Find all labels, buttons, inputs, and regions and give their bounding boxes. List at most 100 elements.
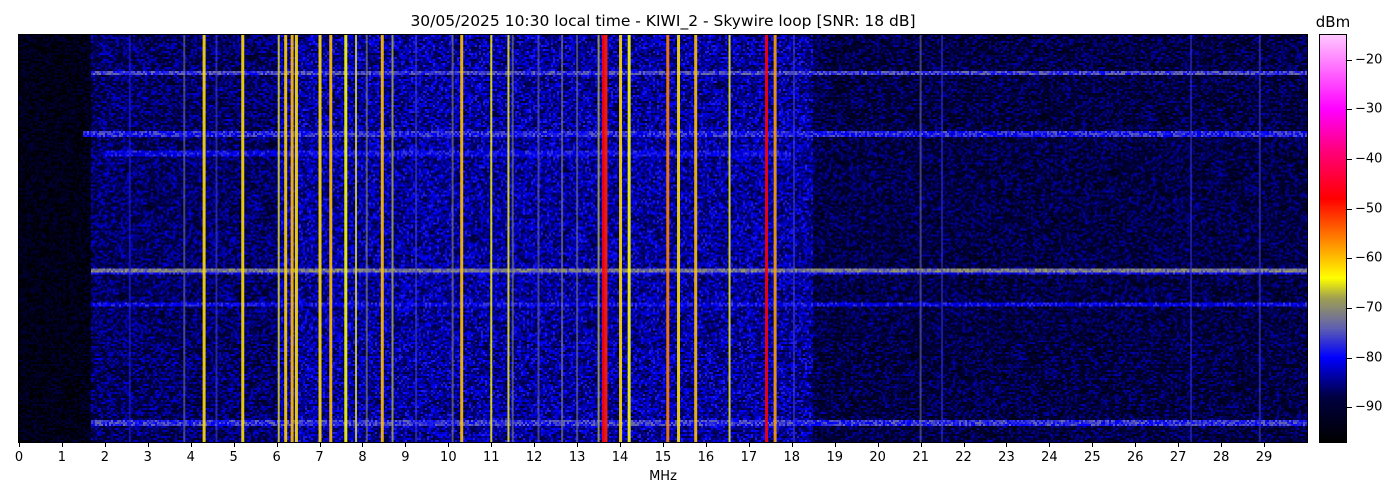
colorbar-tick [1347,407,1352,409]
carrier-15.75-mhz [694,35,698,442]
colorbar-tick [1347,59,1352,61]
x-tick [1092,442,1094,447]
carrier-17.6-mhz [773,35,777,442]
carrier-7-mhz [318,35,322,442]
x-tick-label: 27 [1169,450,1187,465]
x-tick-label: 13 [568,450,586,465]
x-tick [1178,442,1180,447]
carrier-13-mhz [576,35,579,442]
x-tick-label: 16 [697,450,715,465]
x-tick [834,442,836,447]
x-tick [147,442,149,447]
carrier-10.3-mhz [460,35,464,442]
colorbar-tick [1347,307,1352,309]
x-tick [534,442,536,447]
x-tick-label: 22 [955,450,972,465]
carrier-8.45-mhz [380,35,384,442]
x-tick-label: 28 [1212,450,1230,465]
colorbar [1319,34,1347,443]
carrier-8.1-mhz [365,35,368,442]
carrier-27.3-mhz [1190,35,1193,442]
colorbar-tick-label: −70 [1355,300,1383,316]
x-tick-label: 9 [401,450,410,465]
x-tick-label: 21 [912,450,929,465]
x-tick [963,442,965,447]
colorbar-tick [1347,159,1352,161]
carrier-21.5-mhz [941,35,944,442]
x-tick-label: 5 [229,450,238,465]
colorbar-tick [1347,357,1352,359]
x-axis-label: MHz [649,469,677,484]
x-tick [663,442,664,447]
x-tick-label: 8 [358,450,367,465]
x-tick-label: 19 [826,450,843,465]
x-tick-label: 12 [525,450,543,465]
x-tick [405,442,407,447]
x-tick [791,442,793,447]
x-tick-label: 14 [611,450,629,465]
x-tick [1049,442,1051,447]
carrier-12.1-mhz [537,35,540,442]
colorbar-tick [1347,208,1352,210]
colorbar-tick-label: −20 [1355,52,1383,68]
x-tick-label: 1 [57,450,67,465]
x-tick-label: 24 [1041,450,1058,465]
x-tick-label: 3 [143,450,152,465]
x-tick-label: 4 [186,450,195,465]
x-tick [920,442,922,447]
x-tick [276,442,278,447]
carrier-8.7-mhz [391,35,394,442]
x-tick-label: 10 [440,450,457,465]
carrier-7.85-mhz [355,35,358,442]
carrier-15.35-mhz [677,35,681,442]
x-tick-label: 18 [783,450,801,465]
x-tick-label: 6 [272,450,281,465]
x-tick [491,442,493,447]
x-tick [233,442,235,447]
x-tick [620,442,622,447]
colorbar-tick-label: −30 [1355,101,1383,117]
carrier-17.4-mhz [765,35,769,442]
x-tick-label: 26 [1126,450,1144,465]
carrier-3.85-mhz [183,35,186,442]
carrier-11-mhz [490,35,493,442]
carrier-13.6-mhz [601,35,605,442]
carrier-11.5-mhz [511,35,514,442]
carrier-18.05-mhz [792,35,795,442]
carrier-21-mhz [919,35,922,442]
carrier-4.3-mhz [202,35,206,442]
x-tick [1135,442,1137,447]
carrier-6.2-mhz [284,35,288,442]
carrier-14-mhz [619,35,623,442]
x-tick-label: 17 [740,450,758,465]
colorbar-label: dBm [1315,13,1351,31]
x-tick-label: 7 [315,450,324,465]
carrier-15.1-mhz [666,35,670,442]
carrier-11.4-mhz [507,35,510,442]
x-tick-label: 23 [998,450,1015,465]
x-tick [61,442,63,447]
carrier-12.65-mhz [561,35,564,442]
x-tick-label: 0 [14,450,24,465]
colorbar-tick [1347,109,1352,111]
carrier-10.1-mhz [451,35,454,442]
colorbar-tick [1347,258,1352,260]
x-tick [705,442,707,447]
x-tick [1221,442,1223,447]
colorbar-tick-label: −90 [1355,399,1383,415]
x-tick-label: 20 [869,450,886,465]
carrier-14.2-mhz [627,35,631,442]
carrier-2.58-mhz [128,35,131,442]
x-tick [19,442,20,447]
x-tick [748,442,750,447]
carrier-marks [128,35,1261,442]
plot-area [18,34,1308,443]
carrier-6.45-mhz [294,35,298,442]
carrier-13.66-mhz [604,35,608,442]
carrier-6.35-mhz [290,35,294,442]
x-tick-label: 2 [100,450,109,465]
x-tick [319,442,321,447]
colorbar-tick-label: −40 [1355,151,1383,167]
x-tick-label: 25 [1084,450,1101,465]
